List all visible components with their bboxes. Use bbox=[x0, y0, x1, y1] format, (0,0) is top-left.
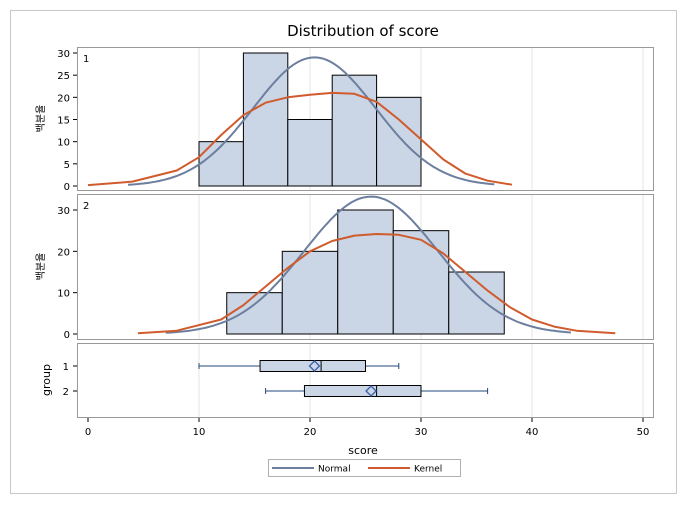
histogram-bar bbox=[287, 119, 333, 187]
kernel-curve bbox=[137, 233, 616, 335]
y-tick-label: 20 bbox=[57, 247, 70, 258]
legend: Normal Kernel bbox=[268, 459, 461, 477]
x-axis: 0 10 20 30 40 50 bbox=[85, 418, 650, 438]
x-tick-label: 0 bbox=[85, 427, 91, 438]
legend-label: Normal bbox=[318, 465, 351, 475]
box-y-axis-label: group bbox=[40, 364, 53, 396]
y-tick-label: 30 bbox=[57, 49, 70, 60]
y-tick-label: 20 bbox=[57, 93, 70, 104]
group-label: 2 bbox=[63, 387, 69, 398]
histogram-bar bbox=[226, 292, 283, 335]
kernel-curve bbox=[87, 91, 513, 187]
panel-label: 1 bbox=[83, 54, 89, 65]
y-tick-label: 5 bbox=[64, 160, 70, 171]
legend-box bbox=[268, 459, 461, 477]
mean-marker bbox=[365, 385, 377, 397]
legend-label: Kernel bbox=[414, 465, 442, 475]
y-tick-label: 30 bbox=[57, 206, 70, 217]
x-tick-label: 50 bbox=[637, 427, 650, 438]
normal-curve bbox=[165, 195, 571, 334]
histogram-bar bbox=[337, 209, 394, 335]
box-plot-panel: 1 2 group bbox=[40, 343, 654, 418]
panel-frame bbox=[77, 343, 654, 418]
group-label: 1 bbox=[63, 362, 69, 373]
histogram-bar bbox=[392, 230, 450, 335]
y-tick-label: 10 bbox=[57, 289, 70, 300]
histogram-bar bbox=[242, 52, 289, 187]
box bbox=[259, 360, 366, 372]
x-tick-label: 10 bbox=[193, 427, 206, 438]
y-tick-label: 25 bbox=[57, 71, 70, 82]
y-axis-label: 백분율 bbox=[35, 105, 47, 133]
x-axis-label: score bbox=[348, 444, 378, 457]
chart-title: Distribution of score bbox=[287, 22, 439, 40]
box bbox=[303, 385, 422, 397]
histogram-bar bbox=[376, 96, 422, 187]
y-tick-label: 15 bbox=[57, 116, 70, 127]
histogram-panel-2: 0 10 20 30 2 백분율 bbox=[35, 194, 654, 341]
normal-curve bbox=[127, 56, 495, 186]
histogram-panel-1: 0 5 10 15 20 25 30 1 백분율 bbox=[35, 47, 654, 193]
y-tick-label: 0 bbox=[64, 330, 70, 341]
mean-marker bbox=[308, 360, 321, 372]
panel-label: 2 bbox=[83, 201, 89, 212]
y-axis-label: 백분율 bbox=[35, 253, 47, 281]
histogram-bar bbox=[331, 74, 378, 187]
y-tick-label: 0 bbox=[64, 182, 70, 193]
x-tick-label: 20 bbox=[304, 427, 317, 438]
y-tick-label: 10 bbox=[57, 138, 70, 149]
x-tick-label: 40 bbox=[526, 427, 539, 438]
histogram-bar bbox=[281, 250, 339, 335]
x-tick-label: 30 bbox=[415, 427, 428, 438]
histogram-bar bbox=[198, 141, 244, 187]
